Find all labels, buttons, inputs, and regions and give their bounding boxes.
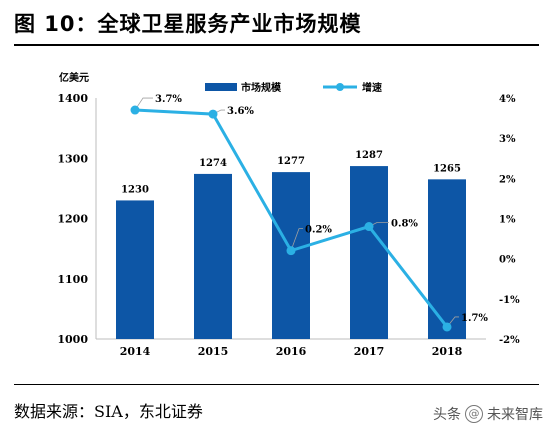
bar-value-label: 1287	[355, 150, 383, 161]
y2-tick-label: 3%	[499, 134, 516, 145]
line-point	[286, 246, 296, 256]
bar	[116, 200, 154, 339]
x-tick-label: 2016	[276, 345, 307, 358]
y2-tick-label: -1%	[499, 295, 520, 306]
watermark-handle: 未来智库	[487, 407, 543, 423]
at-icon: @	[465, 405, 483, 423]
leader-line	[290, 228, 303, 251]
y-tick-label: 1400	[57, 92, 88, 105]
title-divider	[14, 44, 539, 46]
y-tick-label: 1000	[57, 333, 88, 346]
line-value-label: 3.6%	[227, 106, 254, 117]
legend-label-bar: 市场规模	[241, 81, 282, 94]
source-note: 数据来源：SIA，东北证券	[14, 402, 203, 421]
bar	[350, 166, 388, 339]
bar-value-label: 1265	[433, 163, 461, 174]
page-title: 图 10：全球卫星服务产业市场规模	[14, 12, 362, 36]
y-tick-label: 1300	[57, 152, 88, 165]
line-point	[442, 322, 452, 332]
x-tick-label: 2017	[354, 345, 385, 358]
bar-value-label: 1230	[121, 184, 149, 195]
bar	[194, 173, 232, 339]
y2-tick-label: 2%	[499, 174, 516, 185]
source-divider	[14, 384, 539, 385]
line-point	[130, 105, 140, 115]
legend-label-line: 增速	[362, 81, 382, 94]
y2-tick-label: -2%	[499, 335, 520, 346]
y-tick-label: 1200	[57, 213, 88, 226]
bar-value-label: 1274	[199, 158, 227, 169]
legend-swatch-bar	[205, 83, 237, 91]
watermark-prefix: 头条	[433, 407, 461, 423]
bar-value-label: 1277	[277, 156, 305, 167]
line-value-label: 1.7%	[461, 313, 488, 324]
y2-tick-label: 1%	[499, 215, 516, 226]
line-point	[364, 222, 374, 232]
x-tick-label: 2018	[432, 345, 463, 358]
y2-tick-label: 4%	[499, 94, 516, 105]
line-value-label: 3.7%	[155, 94, 182, 105]
y-axis-label: 亿美元	[59, 71, 89, 84]
x-tick-label: 2014	[120, 345, 151, 358]
watermark: 头条 @ 未来智库	[433, 404, 543, 424]
y2-tick-label: 0%	[499, 255, 516, 266]
line-value-label: 0.8%	[391, 219, 418, 230]
y-tick-label: 1100	[57, 273, 88, 286]
market-size-chart: 亿美元 1000 1100 1200 1300 1400 -2% -1% 0% 1% 2% 3% 4% 1…	[57, 71, 520, 358]
leader-line	[134, 97, 153, 111]
bar	[272, 172, 310, 339]
line-value-label: 0.2%	[305, 225, 332, 236]
legend-marker-line	[336, 83, 344, 91]
x-tick-label: 2015	[198, 345, 229, 358]
line-point	[208, 109, 218, 119]
